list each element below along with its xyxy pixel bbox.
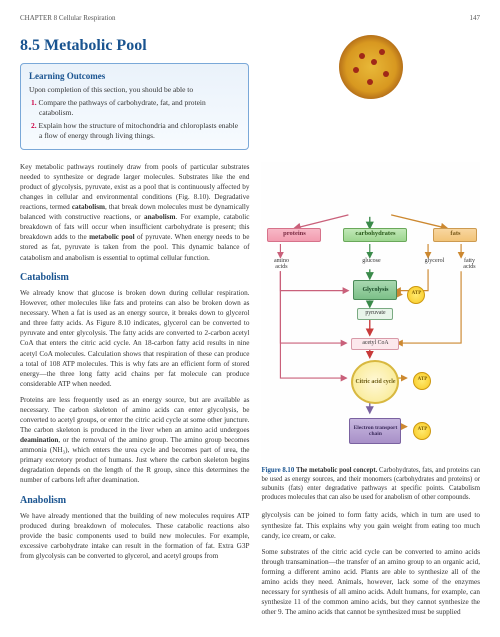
atp-icon: ATP — [413, 372, 431, 390]
fatty-acids-label: fatty acids — [457, 258, 481, 271]
atp-icon: ATP — [407, 286, 425, 304]
atp-icon: ATP — [413, 422, 431, 440]
figure-caption: Figure 8.10 The metabolic pool concept. … — [261, 466, 480, 503]
pyruvate-box: pyruvate — [357, 308, 393, 320]
glucose-label: glucose — [354, 258, 388, 265]
proteins-box: proteins — [267, 228, 321, 242]
right-p1: glycolysis can be joined to form fatty a… — [261, 510, 480, 540]
fats-box: fats — [433, 228, 477, 242]
learning-item: 1. Compare the pathways of carbohydrate,… — [39, 98, 240, 118]
metabolic-diagram: proteins carbohydrates fats amino acids … — [261, 162, 480, 462]
right-column: proteins carbohydrates fats amino acids … — [261, 162, 480, 623]
learning-intro: Upon completion of this section, you sho… — [29, 85, 240, 95]
learning-item: 2. Explain how the structure of mitochon… — [39, 121, 240, 141]
anabolism-heading: Anabolism — [20, 494, 249, 508]
amino-acids-label: amino acids — [267, 258, 295, 271]
anabolism-p1: We have already mentioned that the build… — [20, 511, 249, 561]
pizza-image — [339, 35, 403, 99]
glycolysis-box: Glycolysis — [353, 280, 397, 300]
acetyl-coa-box: acetyl CoA — [351, 338, 399, 350]
carbohydrates-box: carbohydrates — [343, 228, 407, 242]
left-column: Key metabolic pathways routinely draw fr… — [20, 162, 249, 623]
section-title: 8.5 Metabolic Pool — [20, 35, 249, 57]
chapter-label: CHAPTER 8 Cellular Respiration — [20, 14, 115, 23]
electron-transport-box: Electron transport chain — [349, 418, 401, 444]
glycerol-label: glycerol — [417, 258, 451, 265]
citric-cycle-circle: Citric acid cycle — [351, 360, 399, 404]
intro-paragraph: Key metabolic pathways routinely draw fr… — [20, 162, 249, 263]
catabolism-heading: Catabolism — [20, 271, 249, 285]
learning-outcomes-box: Learning Outcomes Upon completion of thi… — [20, 63, 249, 150]
catabolism-p2: Proteins are less frequently used as an … — [20, 395, 249, 486]
catabolism-p1: We already know that glucose is broken d… — [20, 288, 249, 389]
page-number: 147 — [470, 14, 481, 23]
right-p2: Some substrates of the citric acid cycle… — [261, 547, 480, 618]
learning-title: Learning Outcomes — [29, 70, 240, 82]
